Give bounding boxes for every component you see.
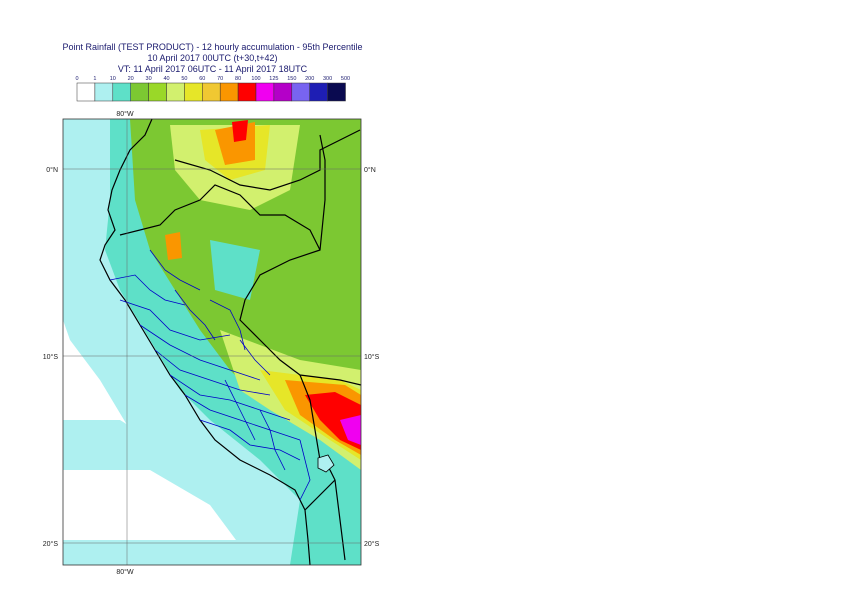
lon-label-top-80w: 80°W	[116, 110, 134, 118]
legend-tick-label: 80	[235, 76, 241, 82]
precip-band-100-125	[340, 415, 361, 445]
legend-tick-label: 70	[217, 76, 223, 82]
lat-label-right-10s: 10°S	[364, 353, 380, 361]
precip-band-1-10-offshore	[63, 420, 240, 565]
legend-tick-label: 0	[75, 76, 78, 82]
bolivia-border	[299, 374, 346, 561]
legend-tick-label: 500	[341, 76, 350, 82]
map-title-line3: VT: 11 April 2017 06UTC - 11 April 2017 …	[117, 64, 308, 74]
map-title-line1: Point Rainfall (TEST PRODUCT) - 12 hourl…	[62, 42, 363, 52]
legend-swatch-0	[76, 82, 96, 102]
legend-swatch-4	[148, 82, 167, 102]
lat-label-right-0n: 0°N	[364, 166, 376, 174]
precip-band-10-20	[105, 119, 361, 565]
graticule	[63, 119, 361, 565]
legend-tick-label: 10	[110, 76, 116, 82]
legend-tick-label: 125	[269, 76, 278, 82]
legend-tick-label: 30	[146, 76, 152, 82]
legend-tick-label: 150	[287, 76, 296, 82]
coastline	[99, 118, 311, 566]
precip-band-1-10	[63, 119, 361, 565]
legend-swatch-8	[219, 82, 239, 102]
precip-band-70-80	[215, 122, 255, 165]
precip-band-1-10-south	[63, 540, 236, 565]
precip-band-80-100-peak	[232, 120, 248, 142]
lake-titicaca	[317, 454, 335, 473]
precip-band-20-30	[130, 119, 361, 470]
legend-swatch-12	[291, 82, 310, 102]
legend-tick-label: 300	[323, 76, 332, 82]
lat-label-left-0n: 0°N	[46, 166, 58, 174]
precip-band-10-20-interior	[210, 240, 260, 300]
ecuador-peru-border	[119, 184, 321, 251]
legend-tick-label: 100	[251, 76, 260, 82]
precip-band-50-60	[200, 125, 270, 180]
legend-swatch-1	[94, 82, 114, 102]
legend-tick-label: 20	[128, 76, 134, 82]
legend-swatch-2	[112, 82, 131, 102]
ocean-gap	[63, 470, 236, 540]
precip-band-50-60-south	[260, 370, 361, 460]
country-borders	[99, 118, 362, 566]
legend-swatch-14	[327, 82, 346, 102]
legend-tick-label: 1	[93, 76, 96, 82]
lon-label-bottom-80w: 80°W	[116, 568, 134, 576]
chile-border	[304, 479, 336, 511]
legend-tick-label: 60	[199, 76, 205, 82]
lat-label-left-20s: 20°S	[43, 540, 59, 548]
legend-swatch-5	[166, 82, 185, 102]
precip-band-70-80-north-peru	[165, 232, 182, 260]
legend-swatch-9	[237, 82, 257, 102]
legend-swatch-3	[130, 82, 149, 102]
precip-band-40-50-south	[220, 330, 361, 470]
legend-swatch-11	[273, 82, 293, 102]
region-borders	[109, 249, 311, 501]
color-legend: 0 1 10 20 30 40 50 60 70 80 100 125 150 200 300 500	[75, 76, 350, 102]
map-title-line2: 10 April 2017 00UTC (t+30,t+42)	[147, 53, 278, 63]
legend-tick-label: 40	[163, 76, 169, 82]
legend-tick-label: 50	[181, 76, 187, 82]
legend-swatch-10	[255, 82, 275, 102]
lat-label-left-10s: 10°S	[43, 353, 59, 361]
colombia-border	[174, 129, 361, 191]
map-background	[63, 119, 361, 565]
precip-band-80-100	[305, 392, 361, 450]
legend-tick-label: 200	[305, 76, 314, 82]
precip-band-70-80-south	[285, 380, 361, 455]
map-frame	[62, 118, 362, 566]
brazil-border	[239, 134, 362, 386]
legend-swatch-13	[309, 82, 328, 102]
legend-swatch-7	[202, 82, 221, 102]
legend-swatch-6	[184, 82, 203, 102]
precip-band-40-50	[170, 125, 300, 210]
lat-label-right-20s: 20°S	[364, 540, 380, 548]
